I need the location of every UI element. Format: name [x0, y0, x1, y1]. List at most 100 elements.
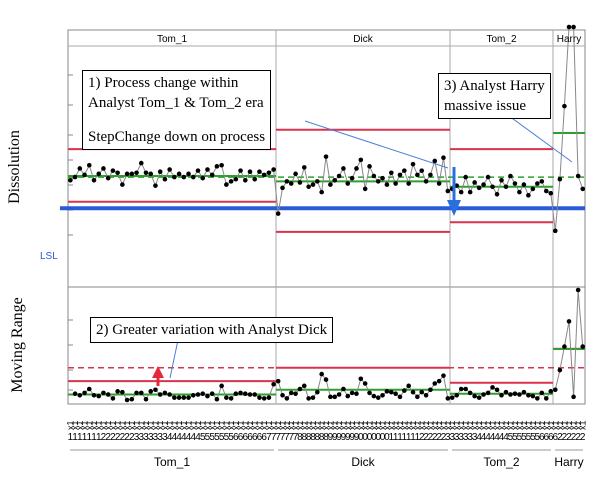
annotation-process-change-line2: Analyst Tom_1 & Tom_2 era — [88, 95, 264, 111]
annotation-harry-issue-line1: 3) Analyst Harry — [444, 78, 545, 94]
x-tick-label: x1 — [325, 420, 335, 430]
mr-point — [557, 367, 563, 373]
x-tick-label: x1 — [146, 420, 156, 430]
individuals-point — [458, 189, 464, 195]
mr-point — [517, 392, 522, 397]
individuals-point — [490, 184, 495, 190]
x-tick-label: x1 — [505, 420, 515, 430]
x-tick-label: x1 — [108, 420, 118, 430]
individuals-point — [247, 169, 253, 174]
individuals-point — [476, 185, 482, 191]
x-tick-label: x1 — [240, 420, 250, 430]
x-tick-index: 1 — [388, 432, 394, 443]
individuals-point — [415, 172, 420, 178]
mr-point — [415, 394, 420, 400]
mr-point — [458, 386, 464, 392]
x-tick-index: 4 — [190, 432, 196, 443]
x-tick-index: 5 — [214, 432, 220, 443]
individuals-point — [521, 182, 527, 187]
x-tick-index: 7 — [280, 432, 286, 443]
x-tick-index: 6 — [548, 432, 554, 443]
mr-point — [124, 397, 130, 403]
mr-point — [393, 391, 398, 397]
mr-point — [101, 390, 106, 396]
mr-point — [110, 396, 116, 401]
down-arrow-head — [447, 200, 461, 216]
mr-point — [467, 390, 473, 396]
individuals-point — [77, 166, 83, 171]
x-tick-index: 8 — [297, 432, 303, 443]
individuals-point — [219, 162, 224, 168]
individuals-point — [275, 211, 281, 216]
individuals-point — [242, 178, 248, 183]
individuals-point — [580, 186, 586, 192]
mr-point — [548, 389, 554, 394]
individuals-point — [406, 181, 411, 186]
x-tick-label: x1 — [84, 420, 94, 430]
individuals-point — [535, 181, 540, 186]
x-tick-index: 8 — [301, 432, 307, 443]
x-tick-index: 8 — [323, 432, 329, 443]
mr-point — [349, 390, 355, 396]
mr-point — [512, 391, 518, 397]
x-tick-index: 6 — [238, 432, 244, 443]
mr-point — [310, 395, 316, 400]
individuals-point — [68, 178, 73, 183]
x-tick-index: 6 — [539, 432, 545, 443]
x-tick-index: 5 — [508, 432, 514, 443]
mr-point — [284, 396, 290, 401]
x-tick-label: x1 — [80, 420, 90, 430]
individuals-point — [358, 157, 364, 163]
x-tick-index: 2 — [436, 432, 442, 443]
x-tick-label: x1 — [65, 420, 75, 430]
individuals-point — [566, 24, 572, 30]
x-tick-label: x1 — [259, 420, 269, 430]
x-tick-index: 5 — [219, 432, 225, 443]
x-tick-index: 6 — [252, 432, 258, 443]
individuals-point — [96, 171, 102, 177]
x-tick-label: x1 — [378, 420, 388, 430]
mr-point — [380, 392, 385, 398]
mr-point — [419, 389, 425, 395]
mr-point — [575, 287, 581, 293]
x-tick-label: x1 — [188, 420, 198, 430]
x-tick-label: x1 — [184, 420, 194, 430]
annotation-harry-issue-line2: massive issue — [444, 98, 527, 114]
x-tick-index: 0 — [380, 432, 386, 443]
individuals-point — [432, 158, 438, 164]
x-tick-label: x1 — [321, 420, 331, 430]
x-tick-label: x1 — [70, 420, 80, 430]
mr-point — [120, 389, 125, 395]
x-tick-label: x1 — [282, 420, 292, 430]
x-tick-index: 9 — [332, 432, 338, 443]
x-tick-label: x1 — [291, 420, 301, 430]
x-tick-label: x1 — [150, 420, 160, 430]
mr-point — [315, 389, 320, 395]
individuals-point — [445, 188, 451, 194]
mr-point — [397, 394, 403, 400]
annotation-process-change-line1: 1) Process change within — [88, 75, 239, 91]
x-tick-index: 0 — [375, 432, 381, 443]
individuals-point — [472, 180, 477, 185]
mr-point — [436, 378, 442, 384]
x-tick-index: 1 — [410, 432, 416, 443]
x-tick-label: x1 — [399, 420, 409, 430]
x-tick-index: 0 — [362, 432, 368, 443]
x-tick-label: x1 — [193, 420, 203, 430]
mr-point — [521, 389, 527, 395]
mr-point — [86, 386, 92, 392]
x-tick-index: 7 — [284, 432, 290, 443]
individuals-point — [301, 165, 307, 170]
individuals-point — [82, 172, 87, 178]
individuals-point — [181, 174, 187, 180]
x-tick-label: x1 — [343, 420, 353, 430]
x-tick-label: x1 — [465, 420, 475, 430]
x-tick-index: 3 — [134, 432, 140, 443]
mr-point — [228, 396, 234, 401]
x-tick-index: 1 — [402, 432, 408, 443]
individuals-point — [332, 178, 338, 183]
individuals-point — [454, 183, 460, 188]
x-tick-label: x1 — [103, 420, 113, 430]
x-tick-index: 4 — [172, 432, 178, 443]
x-tick-label: x1 — [165, 420, 175, 430]
